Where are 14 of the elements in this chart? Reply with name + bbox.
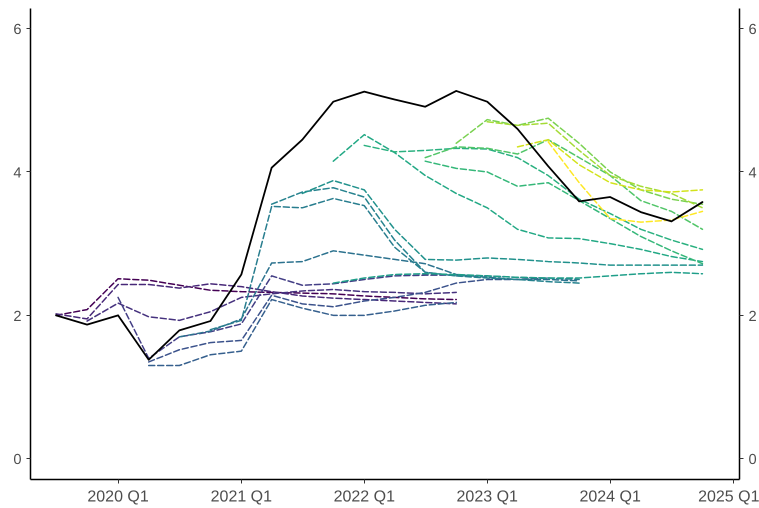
x-tick-label: 2024 Q1 [579, 488, 641, 506]
x-tick-label: 2020 Q1 [87, 488, 149, 506]
x-tick-label: 2025 Q1 [698, 488, 759, 506]
y-tick-label: 0 [13, 452, 22, 468]
x-tick-label: 2023 Q1 [456, 488, 518, 506]
y2-tick-label: 0 [748, 452, 757, 468]
y-tick-label: 2 [13, 308, 22, 325]
y2-tick-label: 2 [748, 308, 757, 325]
x-tick-label: 2022 Q1 [334, 488, 396, 506]
y-tick-label: 4 [13, 165, 22, 182]
y2-tick-label: 4 [748, 165, 757, 182]
y2-tick-label: 6 [748, 22, 757, 38]
y-tick-label: 6 [13, 22, 22, 38]
x-tick-label: 2021 Q1 [210, 488, 272, 506]
